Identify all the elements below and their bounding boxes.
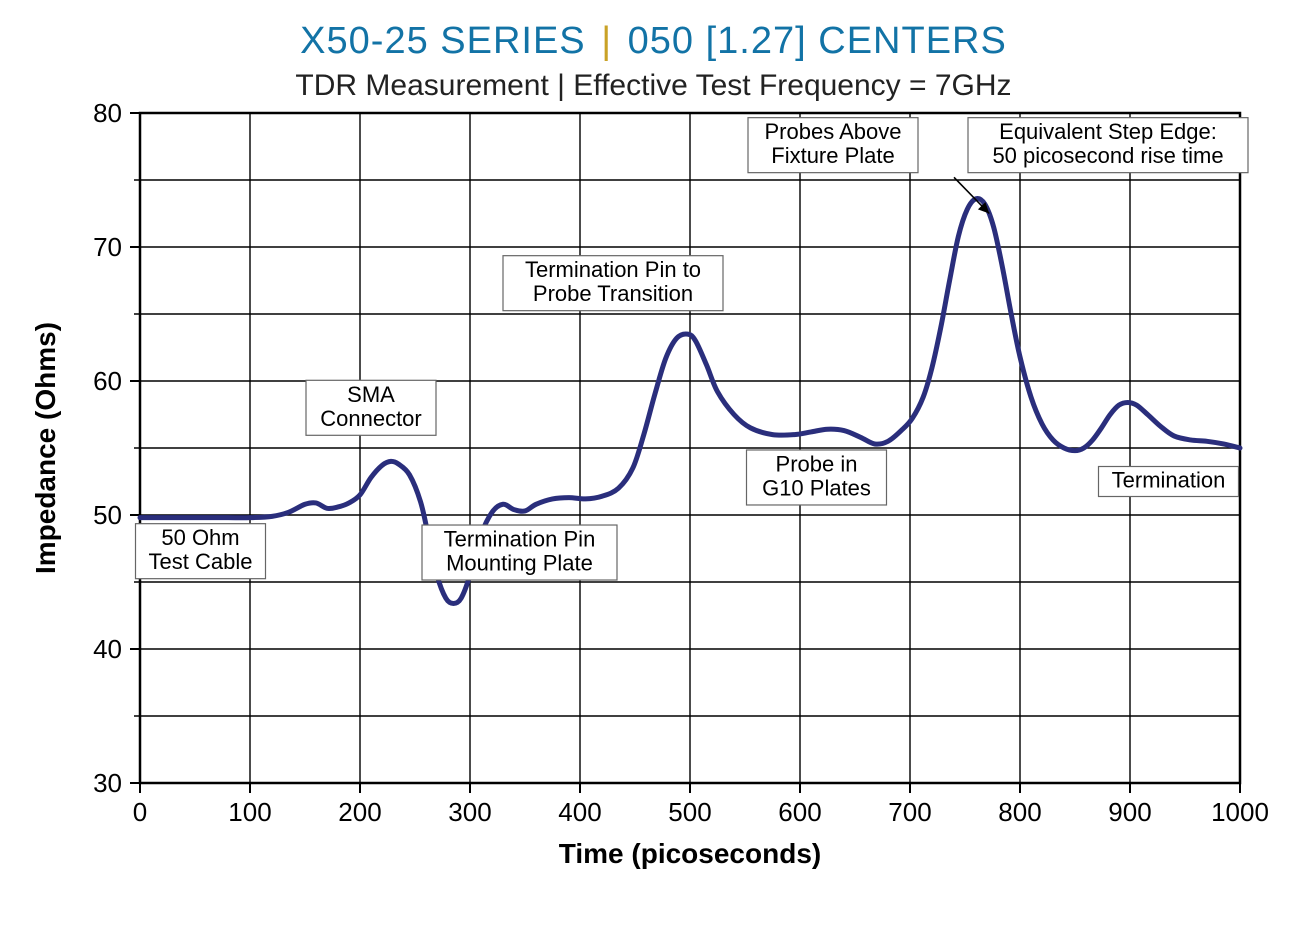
annotation-text: SMA bbox=[347, 382, 395, 407]
annotation-text: Fixture Plate bbox=[771, 143, 895, 168]
annotation-text: G10 Plates bbox=[762, 475, 871, 500]
annotation-text: 50 picosecond rise time bbox=[992, 143, 1223, 168]
annotation-mount-plate: Termination PinMounting Plate bbox=[422, 525, 617, 580]
annotation-text: Probe Transition bbox=[533, 281, 693, 306]
x-tick-label: 600 bbox=[778, 797, 821, 827]
title-right: 050 [1.27] CENTERS bbox=[628, 20, 1007, 62]
annotation-sma: SMAConnector bbox=[306, 380, 436, 435]
x-tick-label: 100 bbox=[228, 797, 271, 827]
annotation-text: Probe in bbox=[776, 451, 858, 476]
annotation-termination: Termination bbox=[1099, 467, 1239, 497]
chart-title-line1: X50-25 SERIES | 050 [1.27] CENTERS bbox=[0, 20, 1307, 63]
chart-title-line2: TDR Measurement | Effective Test Frequen… bbox=[0, 69, 1307, 103]
annotation-text: Termination Pin bbox=[444, 527, 596, 552]
annotation-test-cable: 50 OhmTest Cable bbox=[136, 524, 266, 579]
annotation-text: Termination Pin to bbox=[525, 257, 701, 282]
y-tick-label: 70 bbox=[93, 232, 122, 262]
x-axis-label: Time (picoseconds) bbox=[559, 838, 821, 869]
chart-titles: X50-25 SERIES | 050 [1.27] CENTERS TDR M… bbox=[0, 0, 1307, 103]
x-tick-label: 700 bbox=[888, 797, 931, 827]
annotation-text: 50 Ohm bbox=[161, 525, 239, 550]
x-tick-label: 400 bbox=[558, 797, 601, 827]
annotation-step-edge: Equivalent Step Edge:50 picosecond rise … bbox=[968, 118, 1248, 173]
annotation-text: Probes Above bbox=[765, 119, 902, 144]
annotation-text: Termination bbox=[1112, 468, 1226, 493]
x-tick-label: 800 bbox=[998, 797, 1041, 827]
annotation-text: Equivalent Step Edge: bbox=[999, 119, 1217, 144]
title-left: X50-25 SERIES bbox=[300, 20, 585, 62]
x-tick-label: 500 bbox=[668, 797, 711, 827]
y-tick-label: 60 bbox=[93, 366, 122, 396]
title-separator: | bbox=[597, 20, 616, 62]
annotation-pin-probe: Termination Pin toProbe Transition bbox=[503, 256, 723, 311]
x-tick-label: 300 bbox=[448, 797, 491, 827]
y-axis-label: Impedance (Ohms) bbox=[30, 322, 61, 574]
annotation-text: Mounting Plate bbox=[446, 551, 593, 576]
annotation-g10: Probe inG10 Plates bbox=[747, 450, 887, 505]
x-tick-label: 900 bbox=[1108, 797, 1151, 827]
tdr-chart: 0 100 200 300 400 500 600 700 800 900 1000 30 40 50 60… bbox=[0, 103, 1307, 943]
annotation-text: Connector bbox=[320, 406, 422, 431]
y-tick-label: 40 bbox=[93, 634, 122, 664]
annotation-text: Test Cable bbox=[149, 549, 253, 574]
x-tick-label: 1000 bbox=[1211, 797, 1269, 827]
x-tick-label: 0 bbox=[133, 797, 147, 827]
y-tick-label: 30 bbox=[93, 768, 122, 798]
annotation-above-plate: Probes AboveFixture Plate bbox=[748, 118, 918, 173]
page: X50-25 SERIES | 050 [1.27] CENTERS TDR M… bbox=[0, 0, 1307, 952]
y-tick-label: 50 bbox=[93, 500, 122, 530]
x-tick-label: 200 bbox=[338, 797, 381, 827]
y-tick-label: 80 bbox=[93, 103, 122, 128]
